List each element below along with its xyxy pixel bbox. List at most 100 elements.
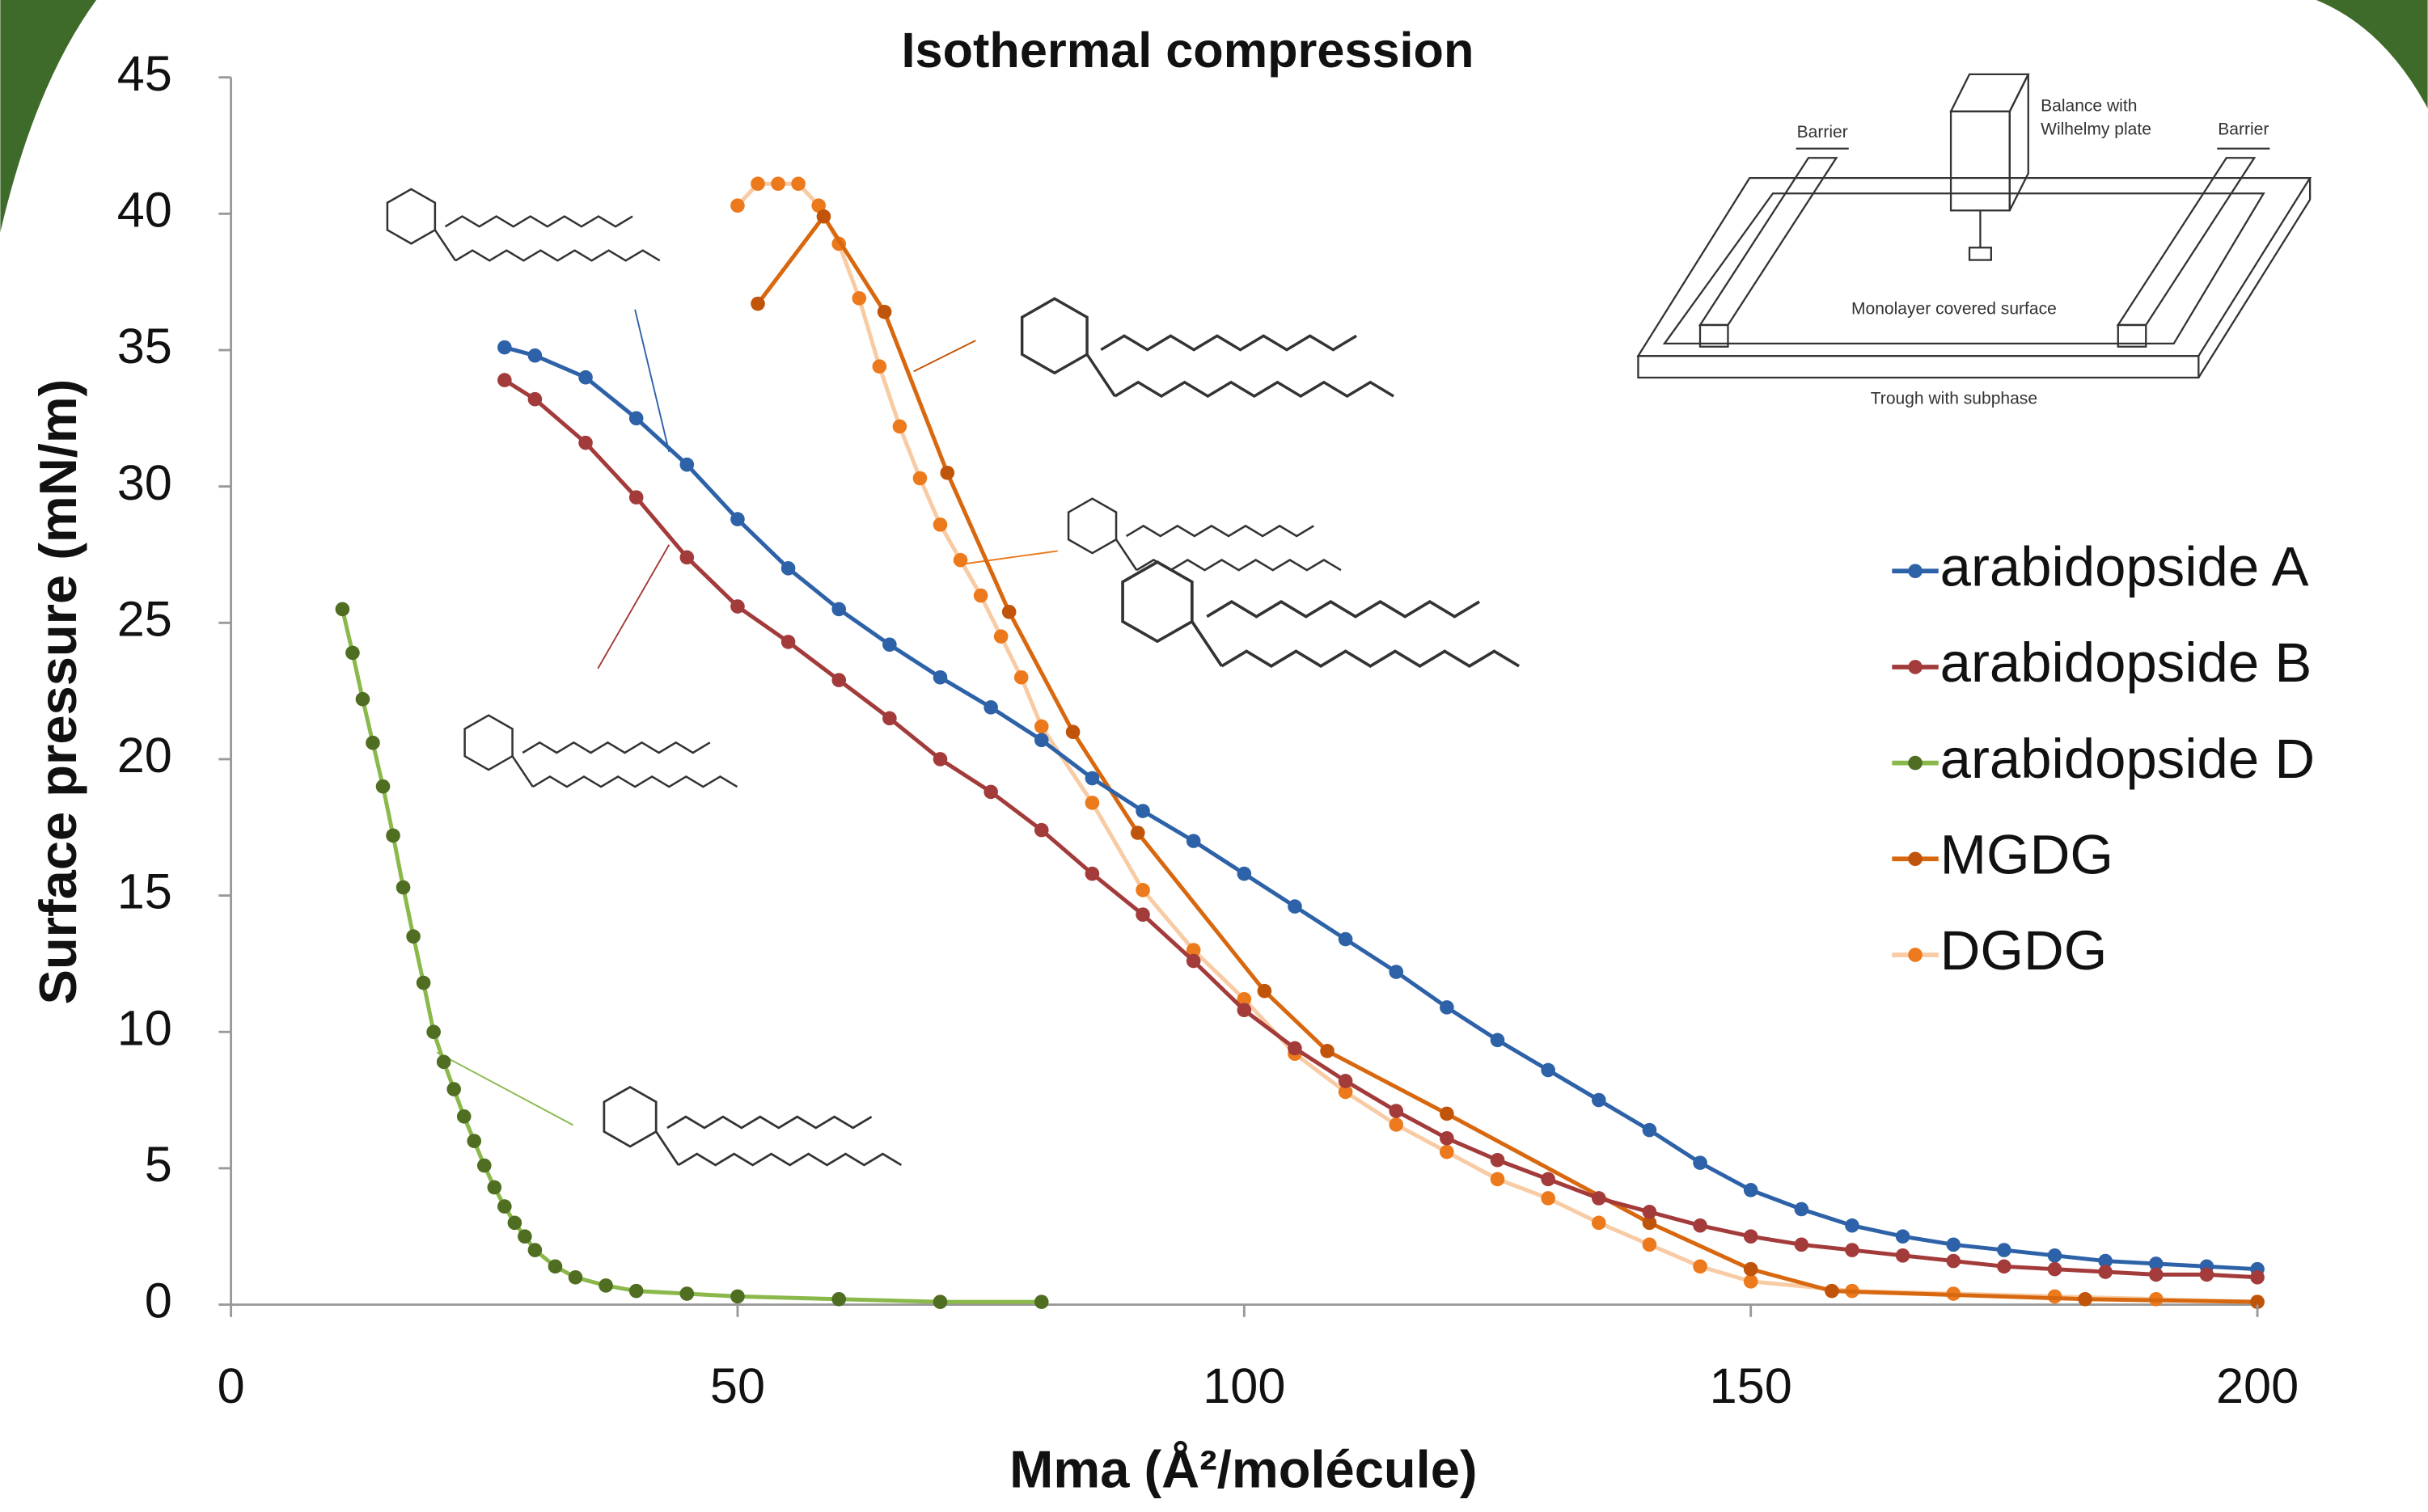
data-point	[1440, 1000, 1454, 1015]
data-point	[2148, 1267, 2164, 1282]
data-point	[1743, 1229, 1758, 1244]
corner-decoration	[2316, 0, 2428, 108]
x-tick-label: 100	[1203, 1358, 1285, 1413]
y-tick-label: 25	[117, 591, 172, 646]
data-point	[1186, 834, 1201, 848]
data-point	[882, 637, 897, 653]
data-point	[1013, 669, 1029, 685]
data-point	[877, 304, 892, 319]
legend-marker	[1908, 564, 1923, 579]
data-point	[831, 673, 847, 687]
data-point	[2047, 1248, 2062, 1263]
y-tick-label: 0	[145, 1273, 172, 1328]
data-point	[816, 209, 831, 224]
data-point	[1085, 771, 1100, 786]
data-point	[1001, 604, 1017, 619]
legend-label: arabidopside A	[1940, 535, 2309, 598]
y-tick-label: 35	[117, 319, 172, 374]
data-point	[2250, 1269, 2265, 1285]
x-tick-label: 50	[710, 1358, 765, 1413]
data-point	[983, 784, 998, 800]
data-point	[852, 291, 867, 306]
data-point	[487, 1180, 502, 1195]
data-point	[1895, 1248, 1910, 1263]
data-point	[578, 435, 593, 450]
legend-label: arabidopside B	[1940, 631, 2312, 694]
data-point	[1693, 1155, 1707, 1170]
legend-marker	[1908, 948, 1923, 962]
data-point	[2078, 1291, 2092, 1307]
data-point	[1490, 1172, 1505, 1187]
y-tick-label: 20	[117, 728, 172, 783]
data-point	[1136, 907, 1150, 922]
data-point	[1591, 1191, 1606, 1206]
data-point	[497, 1199, 512, 1214]
data-point	[1642, 1237, 1657, 1252]
legend-label: MGDG	[1940, 823, 2113, 885]
data-point	[933, 669, 948, 685]
data-point	[1845, 1243, 1859, 1257]
data-point	[872, 359, 887, 374]
data-point	[1794, 1202, 1809, 1217]
legend-marker	[1908, 660, 1923, 674]
inset-label: Wilhelmy plate	[2041, 120, 2151, 138]
data-point	[1794, 1237, 1809, 1252]
data-point	[1642, 1122, 1657, 1138]
data-point	[679, 550, 695, 565]
data-point	[406, 929, 421, 944]
data-point	[730, 1289, 745, 1304]
data-point	[1389, 1117, 1404, 1132]
data-point	[628, 1283, 644, 1299]
data-point	[1541, 1172, 1555, 1187]
data-point	[1338, 931, 1353, 947]
y-tick-label: 5	[145, 1137, 172, 1192]
data-point	[1440, 1144, 1454, 1159]
data-point	[983, 700, 998, 715]
legend-marker	[1908, 851, 1923, 867]
data-point	[1186, 943, 1201, 957]
inset-label: Barrier	[1797, 123, 1848, 141]
y-tick-label: 10	[117, 1000, 172, 1055]
data-point	[1440, 1106, 1454, 1121]
data-point	[1440, 1130, 1454, 1146]
data-point	[791, 176, 806, 192]
data-point	[578, 370, 593, 385]
data-point	[940, 465, 955, 480]
data-point	[933, 1294, 948, 1309]
data-point	[1946, 1253, 1961, 1269]
data-point	[416, 975, 431, 990]
data-point	[1288, 1041, 1302, 1056]
leader-line	[436, 1051, 574, 1126]
y-axis-title: Surface pressure (mN/m)	[28, 379, 87, 1005]
molecule-structure	[386, 188, 1521, 1167]
data-point	[1237, 866, 1252, 881]
data-point	[751, 176, 765, 192]
data-point	[1693, 1259, 1707, 1274]
data-point	[456, 1109, 472, 1124]
data-point	[933, 517, 948, 532]
data-point	[953, 552, 968, 568]
data-point	[1541, 1191, 1555, 1206]
data-point	[1237, 991, 1252, 1007]
data-point	[1389, 965, 1404, 979]
data-point	[2148, 1256, 2164, 1271]
data-point	[1130, 826, 1145, 840]
data-point	[831, 602, 847, 617]
data-point	[780, 635, 796, 649]
y-tick-label: 15	[117, 864, 172, 919]
data-point	[1591, 1215, 1606, 1231]
data-point	[751, 296, 765, 311]
data-point	[1186, 953, 1201, 969]
data-point	[730, 198, 745, 213]
chart-title: Isothermal compression	[902, 23, 1474, 78]
data-point	[1693, 1218, 1707, 1233]
data-point	[933, 752, 948, 767]
legend-label: DGDG	[1940, 919, 2108, 982]
data-point	[1895, 1229, 1910, 1244]
data-point	[1845, 1218, 1859, 1233]
x-tick-label: 0	[218, 1358, 245, 1413]
data-point	[780, 561, 796, 576]
data-point	[1034, 822, 1049, 838]
data-point	[1490, 1033, 1505, 1048]
data-point	[730, 512, 745, 526]
